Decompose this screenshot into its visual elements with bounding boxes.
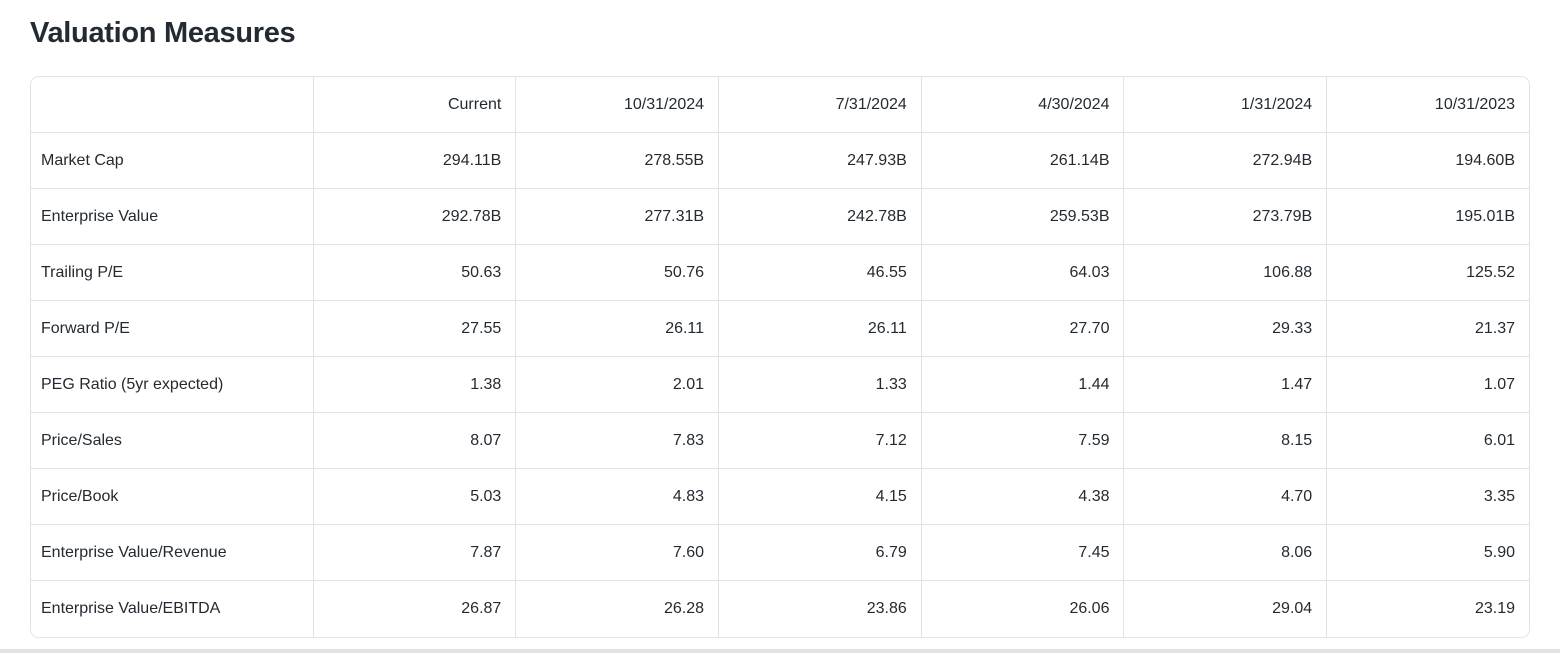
value-cell: 1.07 (1326, 357, 1529, 413)
value-cell: 1.47 (1123, 357, 1327, 413)
value-cell: 7.87 (312, 525, 516, 581)
value-cell: 26.11 (718, 301, 921, 357)
value-cell: 4.38 (920, 469, 1124, 525)
table-row: Forward P/E 27.55 26.11 26.11 27.70 29.33 21.3… (31, 301, 1529, 357)
value-cell: 1.38 (312, 357, 516, 413)
row-label: Enterprise Value/EBITDA (31, 581, 313, 637)
row-label: Price/Book (31, 469, 313, 525)
value-cell: 7.12 (718, 413, 921, 469)
valuation-table: Current 10/31/2024 7/31/2024 4/30/2024 1/31/… (31, 77, 1529, 637)
row-label: Price/Sales (31, 413, 313, 469)
value-cell: 7.59 (920, 413, 1124, 469)
value-cell: 27.70 (920, 301, 1124, 357)
value-cell: 27.55 (312, 301, 516, 357)
valuation-section: Valuation Measures Current 10/31/2024 7/31… (30, 17, 1530, 638)
value-cell: 21.37 (1326, 301, 1529, 357)
corner-header-cell (31, 77, 313, 133)
bottom-divider (0, 649, 1560, 653)
column-header-2: 10/31/2024 (515, 77, 719, 133)
value-cell: 26.28 (515, 581, 719, 637)
valuation-table-container: Current 10/31/2024 7/31/2024 4/30/2024 1/31/… (30, 76, 1530, 638)
column-header-6: 10/31/2023 (1326, 77, 1529, 133)
value-cell: 8.15 (1123, 413, 1327, 469)
page-title: Valuation Measures (30, 17, 296, 49)
value-cell: 106.88 (1123, 245, 1327, 301)
value-cell: 292.78B (312, 189, 516, 245)
value-cell: 7.83 (515, 413, 719, 469)
column-header-3: 7/31/2024 (718, 77, 921, 133)
value-cell: 4.70 (1123, 469, 1327, 525)
value-cell: 5.90 (1326, 525, 1529, 581)
value-cell: 259.53B (920, 189, 1124, 245)
value-cell: 272.94B (1123, 133, 1327, 189)
value-cell: 4.15 (718, 469, 921, 525)
value-cell: 242.78B (718, 189, 921, 245)
value-cell: 278.55B (515, 133, 719, 189)
column-header-4: 4/30/2024 (920, 77, 1124, 133)
table-row: Enterprise Value 292.78B 277.31B 242.78B 259… (31, 189, 1529, 245)
value-cell: 26.11 (515, 301, 719, 357)
column-header-1: Current (312, 77, 516, 133)
value-cell: 26.06 (920, 581, 1124, 637)
value-cell: 5.03 (312, 469, 516, 525)
value-cell: 8.07 (312, 413, 516, 469)
value-cell: 194.60B (1326, 133, 1529, 189)
value-cell: 23.86 (718, 581, 921, 637)
value-cell: 277.31B (515, 189, 719, 245)
table-row: Enterprise Value/Revenue 7.87 7.60 6.79 7.45… (31, 525, 1529, 581)
value-cell: 6.01 (1326, 413, 1529, 469)
value-cell: 294.11B (312, 133, 516, 189)
value-cell: 4.83 (515, 469, 719, 525)
table-row: Market Cap 294.11B 278.55B 247.93B 261.14B 27… (31, 133, 1529, 189)
value-cell: 7.45 (920, 525, 1124, 581)
value-cell: 1.33 (718, 357, 921, 413)
table-body: Market Cap 294.11B 278.55B 247.93B 261.14B 27… (31, 133, 1529, 637)
row-label: Market Cap (31, 133, 313, 189)
row-label: Enterprise Value (31, 189, 313, 245)
table-header-row: Current 10/31/2024 7/31/2024 4/30/2024 1/31/… (31, 77, 1529, 133)
value-cell: 3.35 (1326, 469, 1529, 525)
value-cell: 50.63 (312, 245, 516, 301)
value-cell: 2.01 (515, 357, 719, 413)
value-cell: 46.55 (718, 245, 921, 301)
value-cell: 1.44 (920, 357, 1124, 413)
value-cell: 8.06 (1123, 525, 1327, 581)
value-cell: 6.79 (718, 525, 921, 581)
column-header-5: 1/31/2024 (1123, 77, 1327, 133)
table-row: PEG Ratio (5yr expected) 1.38 2.01 1.33 1.44… (31, 357, 1529, 413)
value-cell: 50.76 (515, 245, 719, 301)
value-cell: 195.01B (1326, 189, 1529, 245)
row-label: PEG Ratio (5yr expected) (31, 357, 313, 413)
value-cell: 125.52 (1326, 245, 1529, 301)
row-label: Enterprise Value/Revenue (31, 525, 313, 581)
table-row: Price/Sales 8.07 7.83 7.12 7.59 8.15 6.01 (31, 413, 1529, 469)
table-row: Enterprise Value/EBITDA 26.87 26.28 23.86 26… (31, 581, 1529, 637)
value-cell: 26.87 (312, 581, 516, 637)
value-cell: 273.79B (1123, 189, 1327, 245)
value-cell: 29.04 (1123, 581, 1327, 637)
row-label: Trailing P/E (31, 245, 313, 301)
table-row: Trailing P/E 50.63 50.76 46.55 64.03 106.88 12… (31, 245, 1529, 301)
table-row: Price/Book 5.03 4.83 4.15 4.38 4.70 3.35 (31, 469, 1529, 525)
value-cell: 7.60 (515, 525, 719, 581)
value-cell: 64.03 (920, 245, 1124, 301)
value-cell: 29.33 (1123, 301, 1327, 357)
value-cell: 247.93B (718, 133, 921, 189)
value-cell: 261.14B (920, 133, 1124, 189)
value-cell: 23.19 (1326, 581, 1529, 637)
row-label: Forward P/E (31, 301, 313, 357)
